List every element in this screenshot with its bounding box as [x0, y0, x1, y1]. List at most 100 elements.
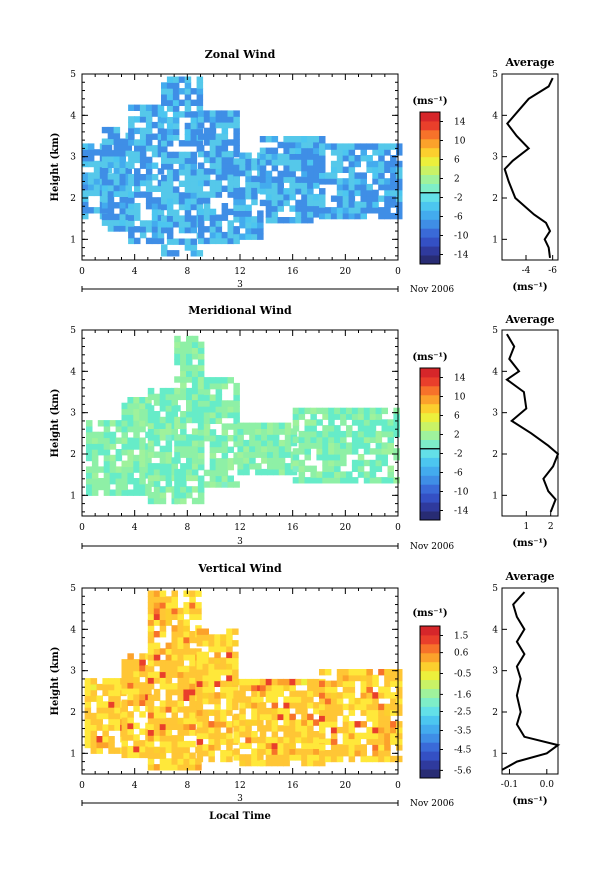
x-tick-label: 12	[234, 267, 245, 277]
x-tick-label: 0	[395, 267, 401, 277]
month-label: Nov 2006	[410, 285, 454, 295]
average-y-tick-label: 2	[492, 194, 498, 204]
average-y-tick-label: 1	[492, 749, 498, 759]
colorbar: (ms⁻¹) 14 10 6 2 -2 -6 -10 -14	[412, 352, 469, 521]
colorbar-segment	[420, 246, 440, 256]
y-tick-label: 4	[70, 367, 76, 377]
colorbar-segment	[420, 147, 440, 158]
average-y-tick-label: 5	[492, 70, 498, 80]
average-x-tick-label: 2	[548, 522, 554, 532]
y-tick-label: 4	[70, 625, 76, 635]
colorbar-segment	[420, 138, 440, 149]
y-tick-label: 2	[70, 450, 76, 460]
average-title: Average	[504, 570, 554, 583]
colorbar-segment	[420, 706, 440, 716]
average-y-tick-label: 5	[492, 584, 498, 594]
x-tick-label: 12	[234, 781, 245, 791]
colorbar-segment	[420, 183, 440, 193]
colorbar-tick-label: 2	[454, 431, 460, 441]
colorbar-tick-label: 14	[454, 118, 466, 128]
y-tick-label: 5	[70, 584, 76, 594]
colorbar-segment	[420, 201, 440, 211]
colorbar-tick-label: 6	[454, 156, 460, 166]
colorbar-segment	[420, 210, 440, 220]
colorbar-segment	[420, 742, 440, 752]
y-tick-label: 4	[70, 111, 76, 121]
colorbar-tick-label: -14	[454, 251, 469, 261]
average-y-tick-label: 4	[492, 625, 498, 635]
colorbar-tick-label: 0.6	[454, 649, 469, 659]
colorbar-tick-label: -2	[454, 194, 463, 204]
average-title: Average	[504, 56, 554, 69]
colorbar-segment	[420, 715, 440, 725]
y-tick-label: 3	[70, 153, 76, 163]
colorbar-segment	[420, 237, 440, 247]
data-field	[84, 590, 403, 771]
average-x-tick-label: -4	[522, 266, 531, 276]
colorbar-segment	[420, 679, 440, 689]
colorbar-unit: (ms⁻¹)	[412, 608, 447, 619]
colorbar-segment	[420, 368, 440, 378]
x-tick-label: 16	[287, 523, 299, 533]
average-x-tick-label: 0.0	[540, 780, 555, 790]
colorbar-segment	[420, 484, 440, 494]
colorbar-segment	[420, 670, 440, 681]
x-tick-label: 16	[287, 267, 299, 277]
average-y-tick-label: 2	[492, 450, 498, 460]
x-tick-label: 0	[79, 267, 85, 277]
colorbar-tick-label: -3.5	[454, 727, 472, 737]
average-y-tick-label: 3	[492, 409, 498, 419]
colorbar-frame	[419, 367, 441, 521]
x-tick-label: 0	[79, 781, 85, 791]
colorbar-segment	[420, 760, 440, 770]
average-profile-line	[501, 591, 561, 771]
average-y-tick-label: 3	[492, 153, 498, 163]
colorbar-segment	[420, 219, 440, 229]
colorbar-tick-label: -10	[454, 232, 469, 242]
x-tick-label: 8	[184, 267, 190, 277]
y-tick-label: 5	[70, 326, 76, 336]
average-y-tick-label: 1	[492, 491, 498, 501]
average-panel: Average 1 2 3 4 5 -0.1 0.0 (ms⁻¹)	[492, 570, 561, 807]
colorbar-segment	[420, 626, 440, 636]
average-y-tick-label: 4	[492, 111, 498, 121]
colorbar-segment	[420, 156, 440, 167]
average-x-label: (ms⁻¹)	[512, 796, 547, 807]
x-tick-label: 4	[132, 523, 138, 533]
colorbar-segment	[420, 493, 440, 503]
data-field	[86, 335, 400, 505]
x-tick-label: 20	[340, 267, 352, 277]
colorbar-tick-label: 14	[454, 374, 466, 384]
colorbar-tick-label: -2.5	[454, 708, 472, 718]
average-profile-line	[503, 77, 554, 259]
colorbar-unit: (ms⁻¹)	[412, 352, 447, 363]
colorbar-segment	[420, 502, 440, 512]
x-axis-label: Local Time	[209, 811, 271, 822]
average-frame	[501, 587, 559, 775]
colorbar-segment	[420, 376, 440, 387]
colorbar-tick-label: 6	[454, 412, 460, 422]
x-tick-label: 8	[184, 523, 190, 533]
colorbar-tick-label: 10	[454, 393, 466, 403]
colorbar-segment	[420, 174, 440, 184]
x-tick-label: 8	[184, 781, 190, 791]
data-field	[82, 76, 403, 257]
y-axis-label: Height (km)	[50, 389, 61, 458]
colorbar-segment	[420, 421, 440, 431]
chart-title: Zonal Wind	[205, 48, 276, 61]
colorbar-segment	[420, 697, 440, 707]
average-frame	[501, 73, 559, 261]
colorbar-segment	[420, 192, 440, 202]
average-title: Average	[504, 313, 554, 326]
colorbar-segment	[420, 661, 440, 672]
chart-title: Vertical Wind	[197, 562, 282, 575]
colorbar-tick-label: -6	[454, 469, 463, 479]
colorbar-unit: (ms⁻¹)	[412, 96, 447, 107]
x-tick-label: 4	[132, 267, 138, 277]
x-tick-label: 0	[395, 781, 401, 791]
colorbar-segment	[420, 394, 440, 405]
x-tick-label: 16	[287, 781, 299, 791]
colorbar-segment	[420, 403, 440, 414]
